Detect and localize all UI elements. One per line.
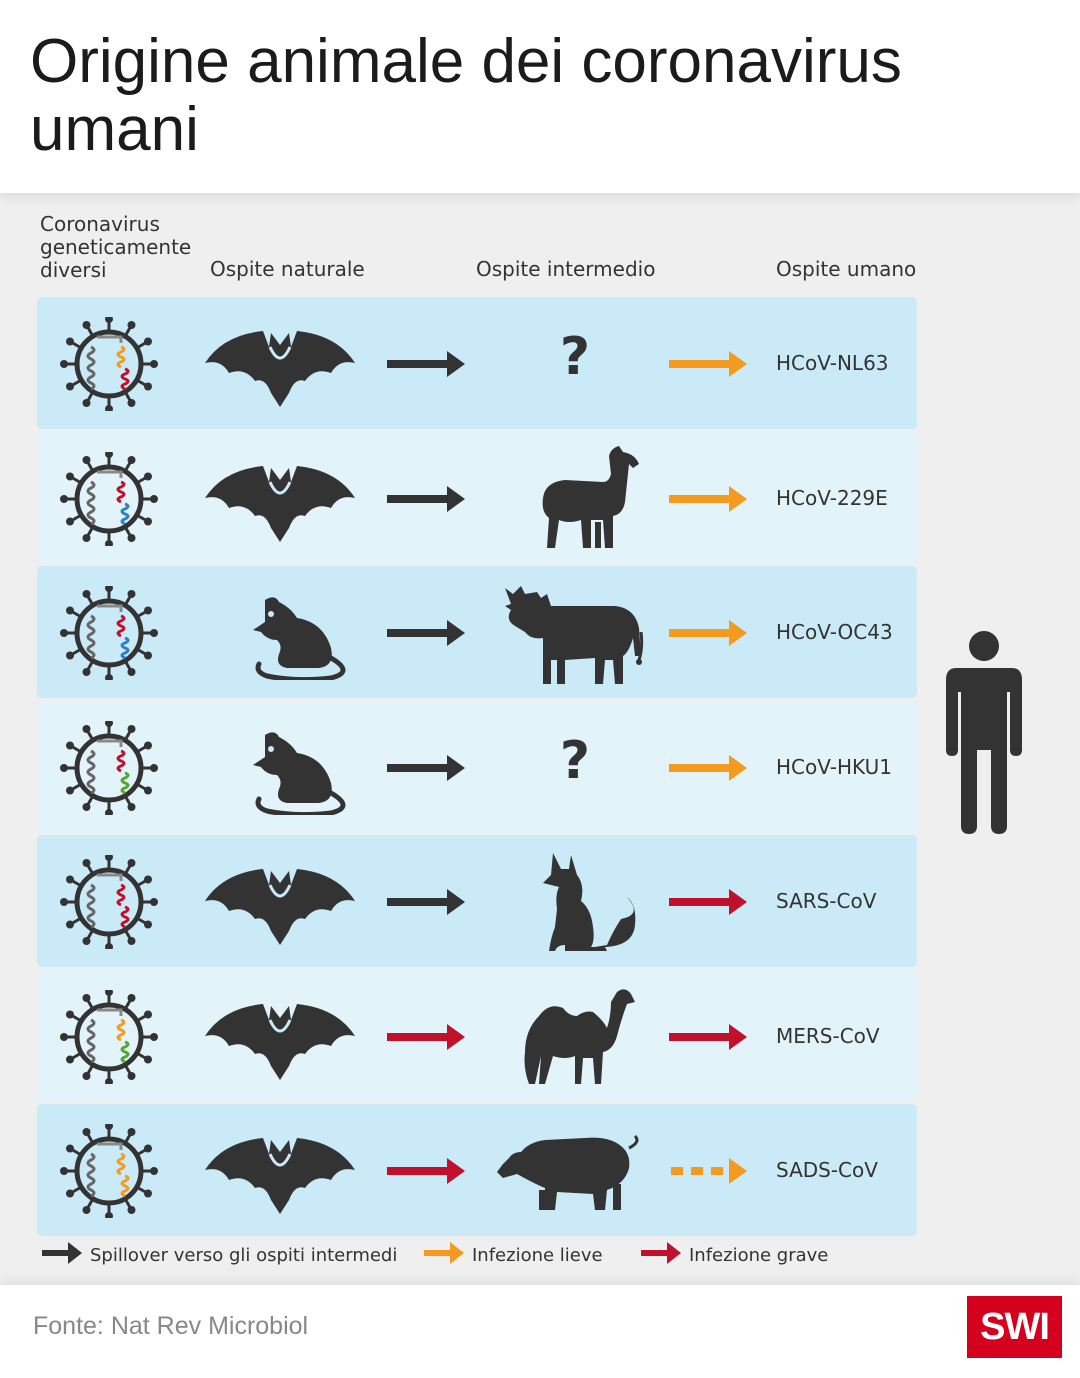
coronavirus-icon — [59, 987, 159, 1086]
alpaca-icon — [495, 442, 645, 554]
arrow-spillover-icon — [385, 484, 469, 514]
coronavirus-icon — [59, 853, 159, 951]
arrow-dark-icon — [42, 1240, 90, 1271]
bat-icon — [205, 452, 355, 546]
arrow-severe-icon — [385, 1156, 469, 1186]
table-row: HCoV-OC43 — [37, 566, 917, 698]
human-virus-name: HCoV-NL63 — [776, 351, 889, 375]
table-row: ? HCoV-HKU1 — [37, 700, 917, 833]
legend-severe: Infezione grave — [641, 1241, 828, 1269]
legend-spillover: Spillover verso gli ospiti intermedi — [42, 1241, 397, 1269]
arrow-mild-icon — [667, 618, 751, 648]
arrow-mild-dashed-icon — [667, 1156, 751, 1186]
arrow-red-icon — [641, 1240, 689, 1271]
arrow-spillover-icon — [385, 887, 469, 917]
bat-icon — [205, 990, 355, 1084]
coronavirus-icon — [59, 449, 159, 548]
coronavirus-icon — [59, 315, 159, 413]
rat-icon — [205, 721, 355, 817]
column-header-virus: Coronavirus geneticamente diversi — [40, 212, 192, 282]
legend-label: Infezione grave — [689, 1244, 829, 1266]
arrow-spillover-icon — [385, 618, 469, 648]
arrow-severe-icon — [385, 1022, 469, 1052]
human-virus-name: SADS-CoV — [776, 1158, 878, 1182]
bat-icon — [205, 317, 355, 411]
arrow-severe-icon — [667, 887, 751, 917]
legend-mild: Infezione lieve — [424, 1241, 603, 1269]
arrow-mild-icon — [667, 349, 751, 379]
source-text: Fonte: Nat Rev Microbiol — [33, 1312, 309, 1340]
column-header-human-host: Ospite umano — [776, 257, 917, 281]
cow-icon — [495, 576, 645, 688]
arrow-orange-icon — [424, 1240, 472, 1271]
table-row: ? HCoV-NL63 — [37, 297, 917, 429]
bat-icon — [205, 1124, 355, 1218]
camel-icon — [495, 980, 645, 1092]
table-row: SADS-CoV — [37, 1104, 917, 1236]
table-row: HCoV-229E — [37, 431, 917, 564]
arrow-severe-icon — [667, 1022, 751, 1052]
human-virus-name: HCoV-OC43 — [776, 620, 893, 644]
human-icon — [946, 631, 1022, 834]
coronavirus-icon — [59, 584, 159, 682]
human-virus-name: SARS-CoV — [776, 889, 877, 913]
arrow-spillover-icon — [385, 753, 469, 783]
human-virus-name: HCoV-HKU1 — [776, 754, 892, 779]
human-virus-name: MERS-CoV — [776, 1023, 880, 1048]
legend-label: Infezione lieve — [472, 1244, 603, 1266]
human-virus-name: HCoV-229E — [776, 485, 888, 510]
table-row: MERS-CoV — [37, 969, 917, 1102]
column-header-natural-host: Ospite naturale — [210, 257, 365, 281]
table-row: SARS-CoV — [37, 835, 917, 967]
arrow-mild-icon — [667, 484, 751, 514]
bat-icon — [205, 855, 355, 949]
arrow-mild-icon — [667, 753, 751, 783]
header: Origine animale dei coronavirus umani — [0, 0, 1080, 193]
swi-logo: SWI — [967, 1296, 1062, 1358]
coronavirus-icon — [59, 1122, 159, 1220]
civet-icon — [495, 845, 645, 957]
pig-icon — [495, 1114, 645, 1226]
legend-label: Spillover verso gli ospiti intermedi — [90, 1244, 398, 1266]
rat-icon — [205, 586, 355, 683]
coronavirus-icon — [59, 718, 159, 817]
unknown-host-label: ? — [559, 730, 591, 791]
arrow-spillover-icon — [385, 349, 469, 379]
page-title: Origine animale dei coronavirus umani — [30, 27, 902, 164]
unknown-host-label: ? — [559, 327, 591, 387]
column-header-intermediate-host: Ospite intermedio — [476, 257, 656, 281]
footer — [0, 1285, 1080, 1378]
question-mark: ? — [495, 711, 645, 823]
question-mark: ? — [495, 307, 645, 419]
